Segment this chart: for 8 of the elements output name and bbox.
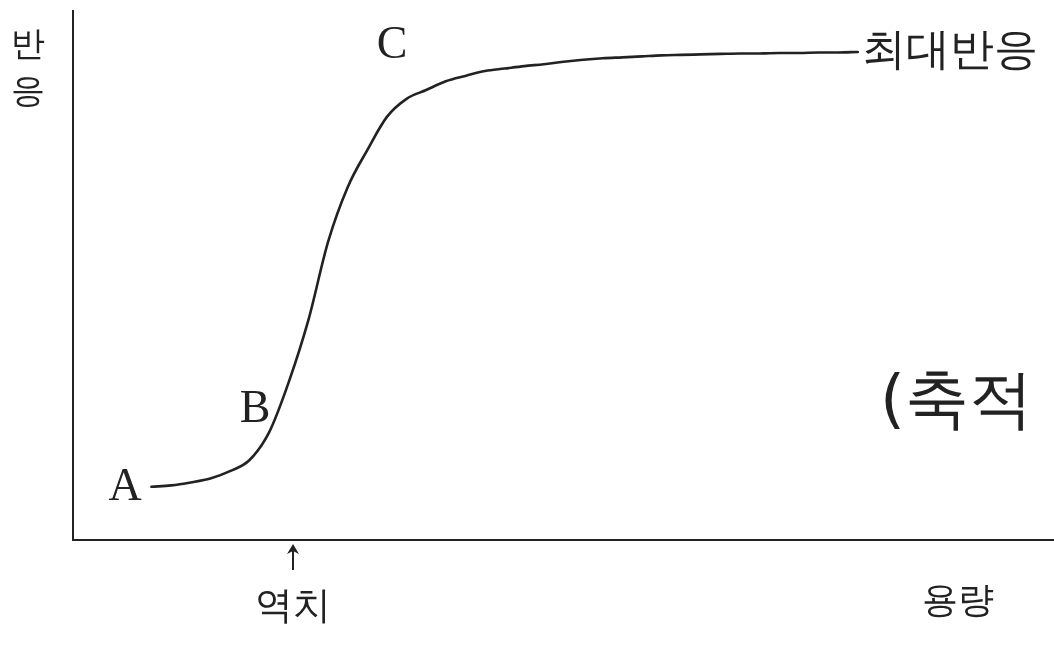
x-axis-title: 용량 (922, 580, 994, 621)
annotation: A (108, 459, 142, 511)
text: 역치 (255, 583, 331, 626)
y-axis-title: 반응 (11, 24, 45, 109)
annotation: 최대반응 (862, 24, 1038, 74)
annotation: C (376, 17, 408, 69)
annotation: B (239, 381, 271, 433)
annotation: (축적 (880, 361, 1033, 436)
